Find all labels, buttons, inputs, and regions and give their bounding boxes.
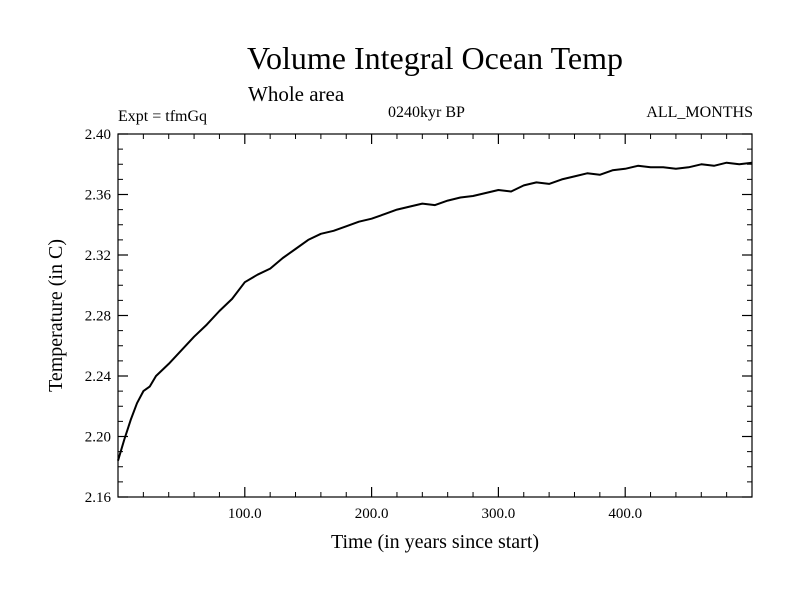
y-tick-label: 2.20 bbox=[85, 430, 111, 446]
chart-title: Volume Integral Ocean Temp bbox=[246, 40, 623, 76]
y-tick-label: 2.24 bbox=[85, 369, 112, 385]
experiment-label: Expt = tfmGq bbox=[118, 108, 208, 125]
period-label: 0240kyr BP bbox=[388, 104, 465, 121]
y-axis-label: Temperature (in C) bbox=[45, 239, 67, 392]
y-tick-label: 2.16 bbox=[85, 490, 112, 506]
chart-subtitle: Whole area bbox=[248, 82, 345, 106]
y-tick-label: 2.40 bbox=[85, 127, 111, 143]
x-tick-label: 200.0 bbox=[355, 506, 389, 522]
x-tick-label: 100.0 bbox=[228, 506, 262, 522]
y-tick-label: 2.36 bbox=[85, 188, 112, 204]
x-tick-label: 400.0 bbox=[608, 506, 642, 522]
months-label: ALL_MONTHS bbox=[646, 104, 753, 121]
x-axis-label: Time (in years since start) bbox=[331, 531, 539, 553]
temperature-series-line bbox=[117, 161, 753, 461]
plot-frame bbox=[117, 133, 753, 498]
y-tick-label: 2.32 bbox=[85, 248, 111, 264]
y-tick-label: 2.28 bbox=[85, 309, 111, 325]
x-tick-label: 300.0 bbox=[482, 506, 516, 522]
